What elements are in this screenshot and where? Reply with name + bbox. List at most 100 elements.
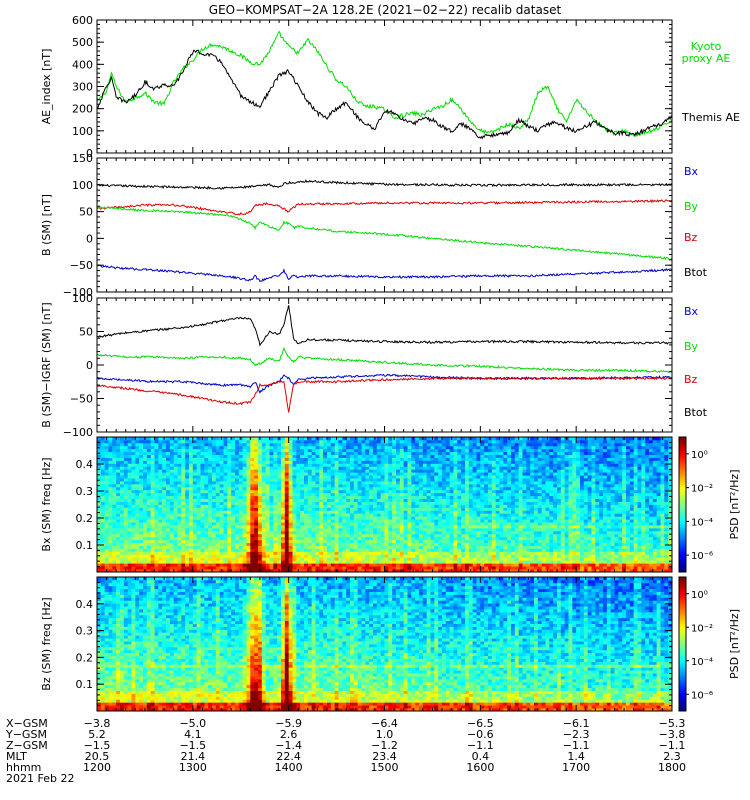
spectrogram-cell (189, 522, 194, 526)
spectrogram-cell (231, 451, 236, 455)
spectrogram-cell (288, 460, 293, 464)
spectrogram-cell (365, 442, 370, 447)
spectrogram-cell (204, 451, 209, 455)
spectrogram-cell (223, 560, 228, 564)
spectrogram-cell (361, 551, 366, 555)
spectrogram-cell (189, 507, 194, 511)
spectrogram-cell (365, 527, 370, 532)
spectrogram-cell (384, 475, 389, 479)
spectrogram-cell (254, 475, 259, 479)
spectrogram-cell (373, 510, 378, 514)
spectrogram-cell (384, 542, 389, 546)
spectrogram-cell (338, 504, 343, 508)
spectrogram-cell (261, 463, 267, 467)
spectrogram-cell (304, 522, 309, 526)
spectrogram-cell (334, 519, 339, 523)
spectrogram-cell (131, 569, 136, 573)
spectrogram-cell (357, 486, 362, 491)
spectrogram-cell (208, 460, 213, 464)
spectrogram-cell (342, 519, 347, 523)
spectrogram-cell (162, 507, 167, 511)
spectrogram-cell (315, 533, 320, 538)
spectrogram-cell (342, 498, 347, 502)
spectrogram-cell (373, 522, 378, 526)
spectrogram-cell (304, 486, 309, 491)
spectrogram-cell (238, 560, 244, 564)
spectrogram-cell (150, 513, 155, 517)
spectrogram-cell (273, 451, 278, 455)
spectrogram-cell (250, 448, 255, 453)
spectrogram-cell (162, 542, 167, 546)
spectrogram-cell (143, 530, 148, 535)
spectrogram-cell (246, 448, 251, 453)
spectrogram-cell (419, 525, 424, 529)
spectrogram-cell (231, 486, 236, 491)
spectrogram-cell (357, 451, 362, 455)
spectrogram-cell (281, 533, 286, 538)
spectrogram-cell (227, 498, 232, 502)
spectrogram-cell (154, 548, 159, 552)
spectrogram-cell (365, 560, 370, 564)
spectrogram-cell (238, 454, 244, 458)
spectrogram-cell (135, 472, 140, 476)
spectrogram-cell (300, 489, 305, 494)
spectrogram-cell (384, 495, 389, 500)
spectrogram-cell (323, 486, 328, 491)
spectrogram-cell (231, 519, 236, 523)
spectrogram-cell (158, 448, 163, 453)
spectrogram-cell (357, 569, 362, 573)
spectrogram-cell (438, 448, 443, 453)
spectrogram-cell (449, 566, 454, 570)
spectrogram-cell (445, 472, 451, 476)
spectrogram-cell (104, 469, 109, 473)
spectrogram-cell (246, 442, 251, 447)
spectrogram-cell (242, 525, 247, 529)
spectrogram-cell (365, 522, 370, 526)
spectrogram-cell (415, 551, 420, 555)
spectrogram-cell (350, 519, 355, 523)
spectrogram-cell (327, 516, 332, 520)
spectrogram-cell (100, 542, 106, 546)
spectrogram-cell (388, 489, 393, 494)
spectrogram-cell (407, 489, 412, 494)
spectrogram-cell (407, 451, 412, 455)
series-line-btot (97, 305, 672, 347)
spectrogram-cell (419, 563, 424, 567)
spectrogram-cell (434, 495, 439, 500)
spectrogram-cell (250, 495, 255, 500)
spectrogram-cell (231, 510, 236, 514)
spectrogram-cell (242, 437, 247, 441)
spectrogram-cell (97, 536, 102, 541)
spectrogram-cell (112, 448, 117, 453)
spectrogram-cell (442, 442, 447, 447)
spectrogram-cell (162, 448, 167, 453)
spectrogram-cell (215, 527, 221, 532)
spectrogram-cell (353, 533, 359, 538)
spectrogram-cell (388, 469, 393, 473)
spectrogram-cell (189, 495, 194, 500)
spectrogram-cell (127, 516, 132, 520)
spectrogram-cell (265, 463, 270, 467)
spectrogram-cell (104, 442, 109, 447)
spectrogram-cell (438, 525, 443, 529)
spectrogram-cell (112, 507, 117, 511)
spectrogram-cell (407, 533, 412, 538)
spectrogram-cell (353, 472, 359, 476)
spectrogram-cell (422, 554, 428, 558)
spectrogram-cell (288, 569, 293, 573)
spectrogram-cell (365, 525, 370, 529)
spectrogram-cell (185, 542, 190, 546)
spectrogram-cell (338, 478, 343, 482)
spectrogram-cell (120, 460, 125, 464)
spectrogram-cell (442, 498, 447, 502)
spectrogram-cell (162, 460, 167, 464)
spectrogram-cell (143, 445, 148, 450)
spectrogram-cell (388, 463, 393, 467)
spectrogram-cell (181, 539, 186, 544)
spectrogram-cell (108, 489, 113, 494)
spectrogram-cell (192, 466, 198, 470)
spectrogram-cell (177, 475, 182, 479)
spectrogram-cell (254, 545, 259, 549)
spectrogram-cell (330, 554, 336, 558)
spectrogram-cell (411, 466, 416, 470)
